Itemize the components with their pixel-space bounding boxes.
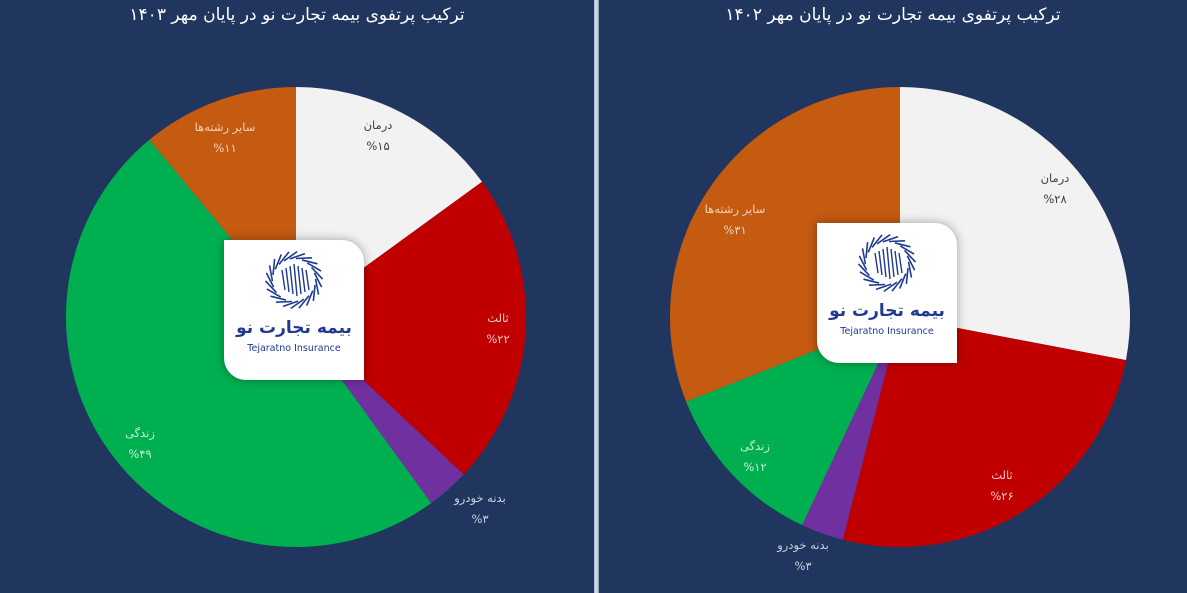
- label-value: %۳۱: [723, 223, 747, 237]
- label-value: %۴۹: [128, 447, 152, 461]
- label-value: %۱۱: [213, 141, 237, 155]
- label-name: درمان: [363, 118, 393, 132]
- label-value: %۳: [794, 559, 812, 573]
- label-value: %۱۲: [743, 460, 767, 474]
- logo-text-fa: بیمه تجارت نو: [829, 301, 945, 321]
- pie-slice: [686, 317, 900, 526]
- label-zendegi-1403: زندگی %۴۹: [125, 423, 155, 465]
- label-sayer-1403: سایر رشته‌ها %۱۱: [195, 117, 256, 159]
- label-value: %۲۸: [1043, 192, 1067, 206]
- label-badaneh-1402: بدنه خودرو %۳: [777, 535, 829, 577]
- label-salis-1402: ثالث %۲۶: [990, 465, 1013, 507]
- chart-title-1402: ترکیب پرتفوی بیمه تجارت نو در پایان مهر …: [725, 5, 1061, 25]
- label-zendegi-1402: زندگی %۱۲: [740, 436, 770, 478]
- logo-text-en: Tejaratno Insurance: [247, 343, 341, 354]
- label-badaneh-1403: بدنه خودرو %۳: [454, 488, 506, 530]
- chart-panel-1403: ترکیب پرتفوی بیمه تجارت نو در پایان مهر …: [66, 5, 526, 547]
- logo-emblem-icon: [857, 233, 917, 293]
- logo-emblem-icon: [264, 250, 324, 310]
- label-darman-1402: درمان %۲۸: [1041, 168, 1070, 210]
- chart-panel-1402: ترکیب پرتفوی بیمه تجارت نو در پایان مهر …: [599, 0, 1187, 593]
- label-value: %۲۲: [486, 332, 510, 346]
- label-name: زندگی: [125, 426, 155, 440]
- pie-slice: [802, 317, 900, 540]
- label-name: سایر رشته‌ها: [194, 120, 256, 134]
- label-value: %۳: [471, 512, 489, 526]
- pie-slice: [842, 317, 1126, 547]
- logo-text-fa: بیمه تجارت نو: [236, 318, 352, 338]
- logo-text-en: Tejaratno Insurance: [840, 326, 934, 337]
- company-logo: بیمه تجارت نو Tejaratno Insurance: [224, 240, 364, 380]
- label-name: بدنه خودرو: [454, 491, 506, 505]
- label-darman-1403: درمان %۱۵: [364, 115, 393, 157]
- label-name: ثالث: [991, 468, 1013, 482]
- label-sayer-1402: سایر رشته‌ها %۳۱: [705, 199, 766, 241]
- label-salis-1403: ثالث %۲۲: [486, 308, 509, 350]
- label-value: %۱۵: [366, 139, 390, 153]
- pie-chart-1402: [670, 87, 1130, 547]
- label-name: زندگی: [740, 439, 770, 453]
- pie-slice: [900, 87, 1130, 361]
- panel-divider: [594, 0, 599, 593]
- label-value: %۲۶: [990, 489, 1014, 503]
- label-name: درمان: [1040, 171, 1070, 185]
- chart-title-1403: ترکیب پرتفوی بیمه تجارت نو در پایان مهر …: [129, 5, 465, 25]
- pie-slice: [296, 181, 526, 475]
- label-name: سایر رشته‌ها: [704, 202, 766, 216]
- label-name: ثالث: [487, 311, 509, 325]
- company-logo: بیمه تجارت نو Tejaratno Insurance: [817, 223, 957, 363]
- label-name: بدنه خودرو: [777, 538, 829, 552]
